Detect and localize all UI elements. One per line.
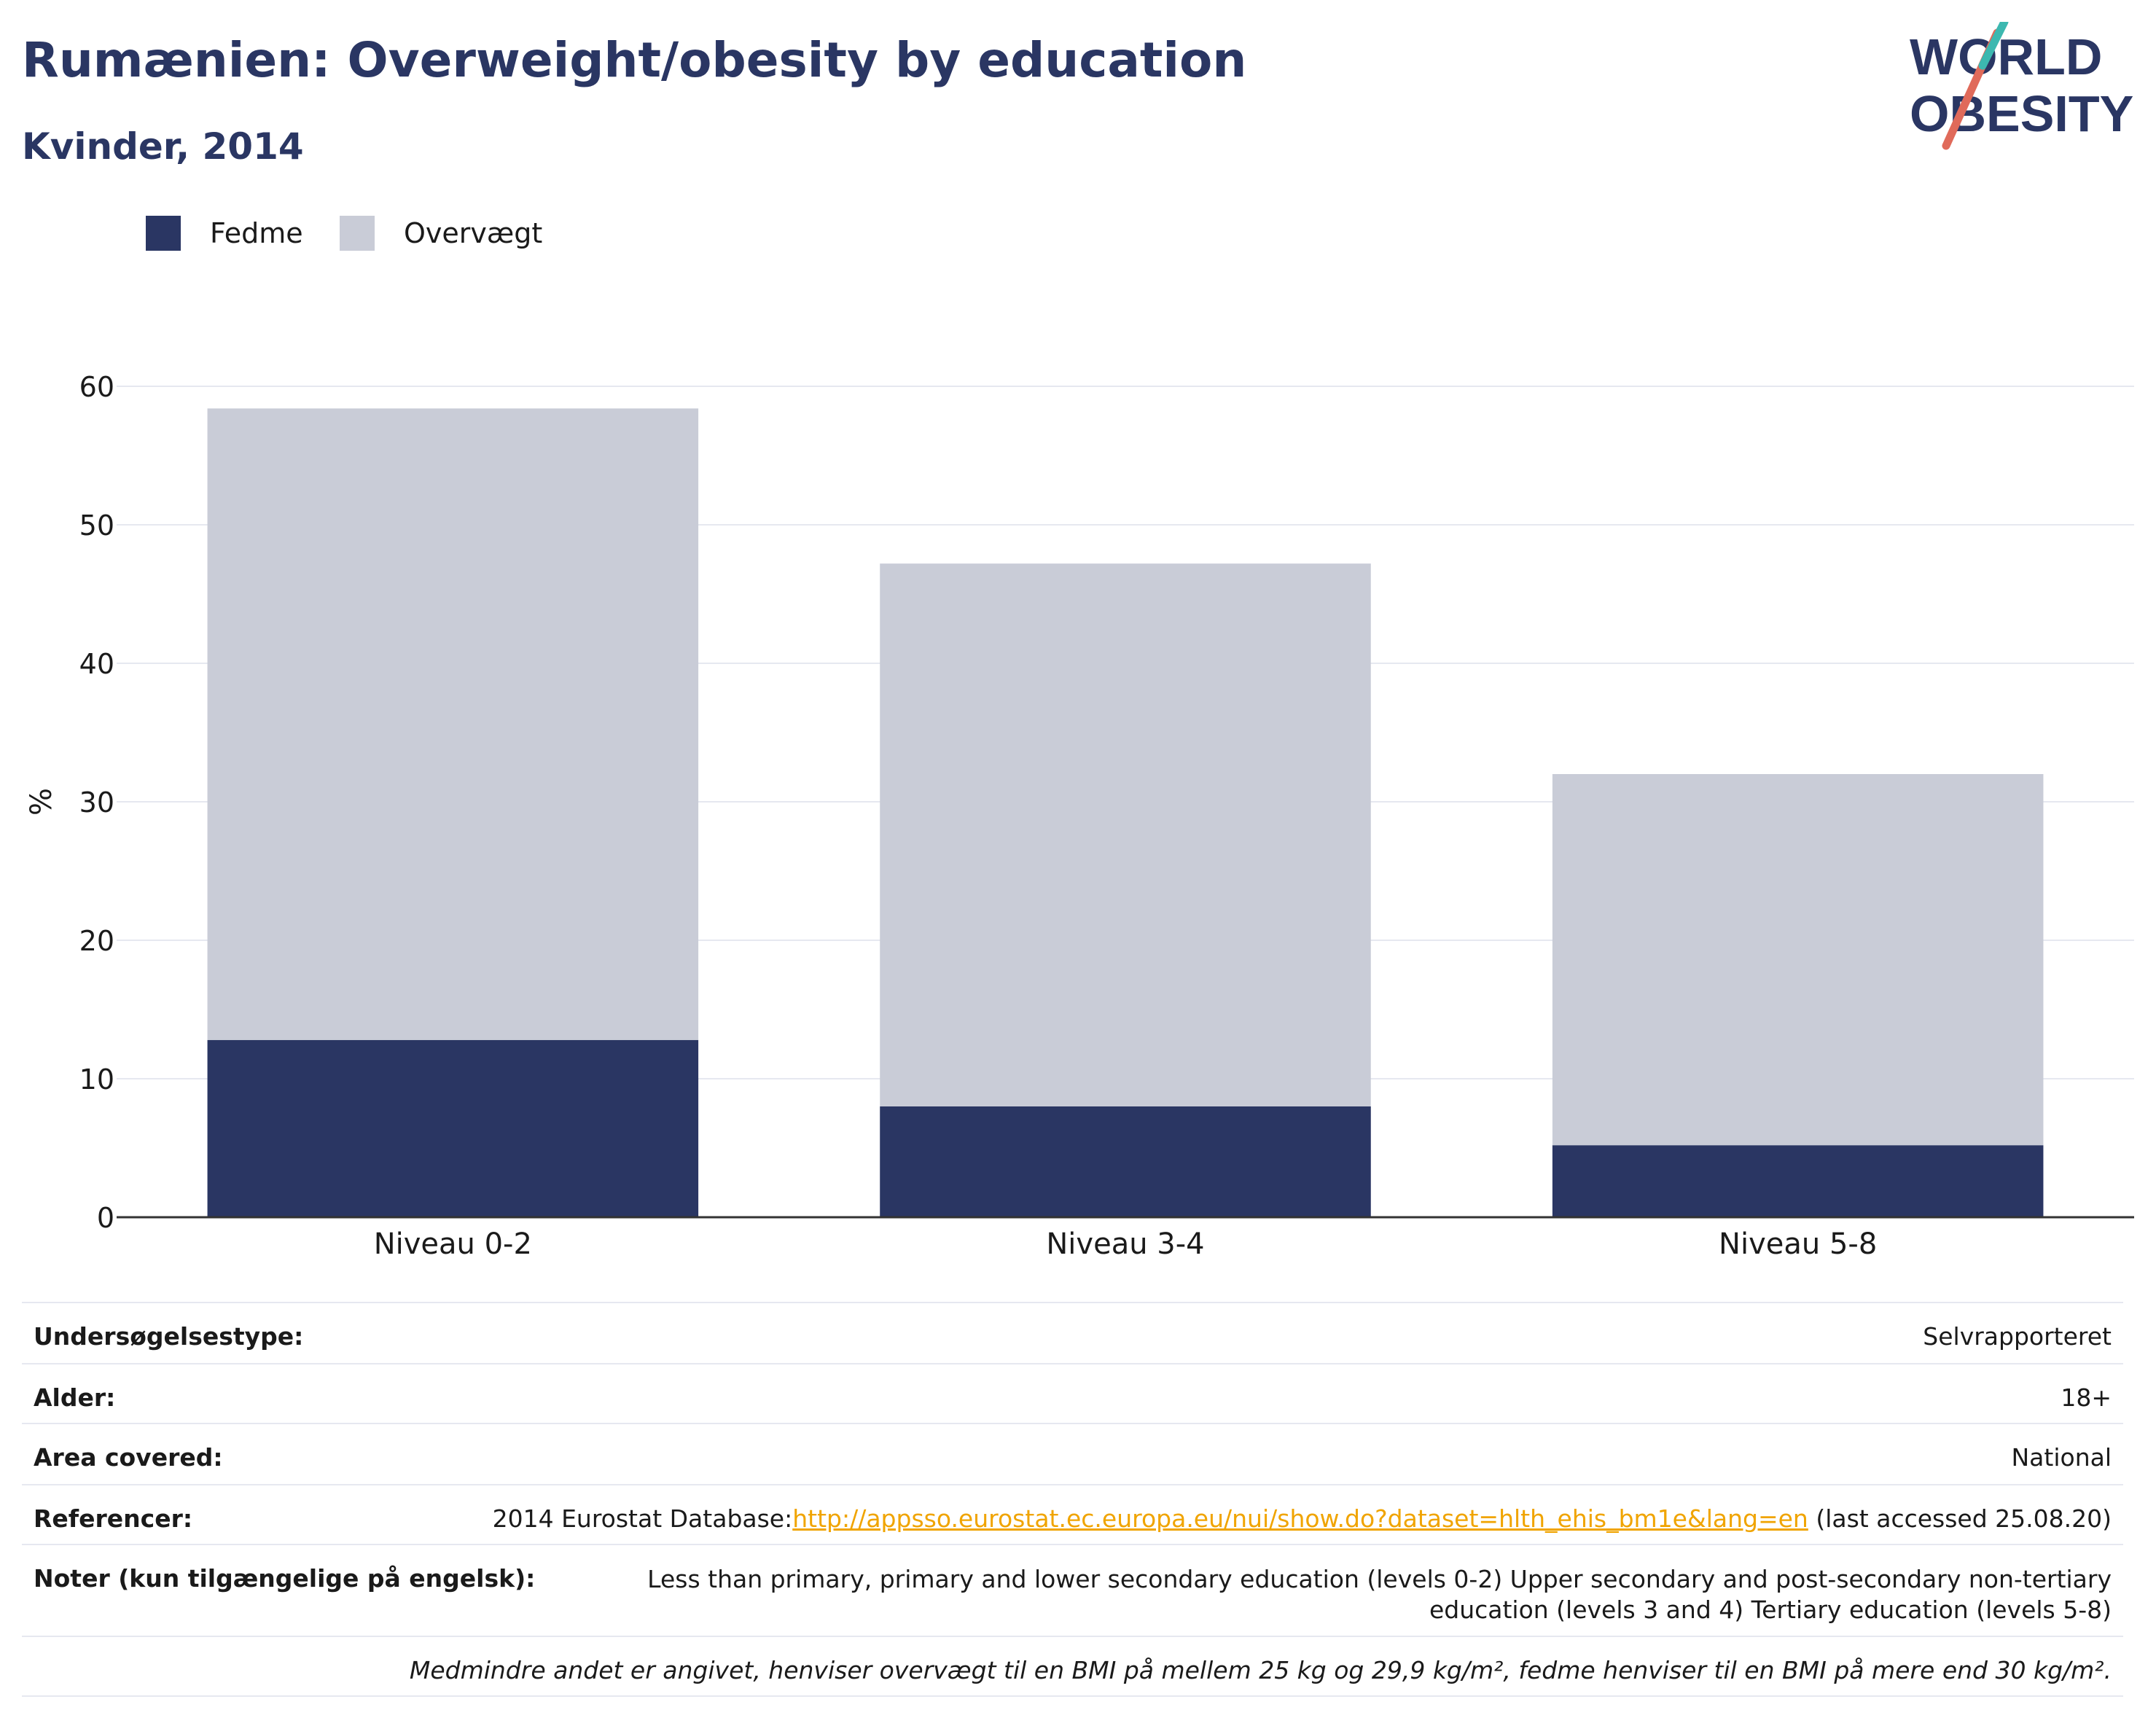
x-tick-label-0: Niveau 0-2 (374, 1227, 532, 1261)
y-tick-label-0: 0 (97, 1202, 114, 1234)
y-tick-label-50: 50 (79, 509, 114, 542)
notes-label: Noter (kun tilgængelige på engelsk): (34, 1564, 536, 1593)
info-row-references: Referencer: 2014 Eurostat Database:http:… (22, 1484, 2123, 1544)
notes-value: Less than primary, primary and lower sec… (647, 1565, 2112, 1624)
info-row-notes: Noter (kun tilgængelige på engelsk): Les… (22, 1544, 2123, 1636)
bar-overvaegt-0 (207, 408, 699, 1040)
page-title: Rumænien: Overweight/obesity by educatio… (22, 32, 1247, 88)
bar-overvaegt-2 (1552, 774, 2044, 1146)
references-prefix: 2014 Eurostat Database: (492, 1504, 793, 1533)
info-row-age: Alder: 18+ (22, 1363, 2123, 1423)
legend-item-fedme[interactable]: Fedme (146, 216, 303, 251)
area-label: Area covered: (34, 1443, 223, 1472)
info-table: Undersøgelsestype: Selvrapporteret Alder… (22, 1302, 2123, 1697)
bar-fedme-0 (207, 1039, 699, 1217)
legend-label-overvaegt: Overvægt (404, 217, 543, 249)
y-tick-label-10: 10 (79, 1063, 114, 1096)
info-row-survey-type: Undersøgelsestype: Selvrapporteret (22, 1302, 2123, 1363)
footnote: Medmindre andet er angivet, henviser ove… (409, 1656, 2112, 1684)
references-suffix: (last accessed 25.08.20) (1808, 1504, 2112, 1533)
age-label: Alder: (34, 1383, 116, 1412)
logo-slash-teal (1978, 22, 2009, 70)
legend-label-fedme: Fedme (210, 217, 303, 249)
bar-fedme-1 (880, 1106, 1371, 1217)
info-row-area: Area covered: National (22, 1423, 2123, 1484)
age-value: 18+ (2061, 1383, 2112, 1412)
x-tick-label-1: Niveau 3-4 (1046, 1227, 1204, 1261)
area-value: National (2011, 1443, 2112, 1472)
logo-line1: WORLD (1910, 28, 2102, 85)
survey-type-value: Selvrapporteret (1923, 1322, 2112, 1351)
x-tick-label-2: Niveau 5-8 (1719, 1227, 1877, 1261)
survey-type-label: Undersøgelsestype: (34, 1322, 304, 1351)
bar-overvaegt-1 (880, 563, 1371, 1106)
bar-chart: 0 10 20 30 40 50 60% Niveau 0-2 Niveau 3-4 Niveau… (25, 371, 2134, 1261)
info-row-footnote: Medmindre andet er angivet, henviser ove… (22, 1636, 2123, 1695)
y-tick-label-20: 20 (79, 925, 114, 957)
references-link[interactable]: http://appsso.eurostat.ec.europa.eu/nui/… (792, 1504, 1808, 1533)
references-label: Referencer: (34, 1504, 193, 1533)
info-bottom-divider (22, 1695, 2123, 1697)
legend-item-overvaegt[interactable]: Overvægt (340, 216, 542, 251)
world-obesity-logo: WORLD OBESITY (1910, 22, 2133, 150)
legend-swatch-overvaegt (340, 216, 375, 251)
logo-line2: OBESITY (1910, 85, 2133, 142)
y-tick-label-60: 60 (79, 371, 114, 403)
references-value: 2014 Eurostat Database:http://appsso.eur… (493, 1504, 2112, 1533)
legend-swatch-fedme (146, 216, 181, 251)
page-subtitle: Kvinder, 2014 (22, 125, 304, 168)
y-tick-label-40: 40 (79, 648, 114, 680)
bar-fedme-2 (1552, 1145, 2044, 1217)
y-tick-label-30: 30 (79, 786, 114, 819)
y-axis-label: % (25, 788, 58, 816)
